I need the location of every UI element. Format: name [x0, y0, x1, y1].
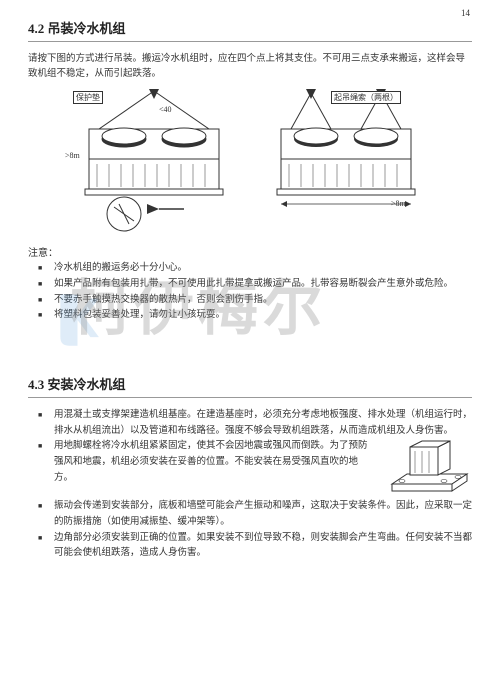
chiller-left-svg	[69, 89, 239, 234]
install-item: 振动会传递到安装部分，底板和墙壁可能会产生振动和噪声，这取决于安装条件。因此，应…	[42, 499, 472, 530]
lifting-diagram-row: 保护垫 <40	[28, 89, 472, 234]
install-item: 边角部分必须安装到正确的位置。如果安装不到位导致不稳，则安装脚会产生弯曲。任何安…	[42, 531, 472, 562]
notes-heading: 注意：	[28, 244, 472, 259]
lifting-diagram-left: 保护垫 <40	[69, 89, 239, 234]
install-item: 用混凝土或支撑架建造机组基座。在建造基座时，必须充分考虑地板强度、排水处理（机组…	[42, 408, 472, 439]
note-item: 将塑料包装妥善处理，请勿让小孩玩耍。	[42, 308, 472, 324]
page-number: 14	[461, 8, 470, 18]
note-item: 不要赤手触摸热交换器的散热片，否则会割伤手指。	[42, 293, 472, 309]
lifting-diagram-right: 起吊绳索（两根）	[261, 89, 431, 234]
label-pad: 保护垫	[73, 91, 103, 104]
install-list: 用混凝土或支撑架建造机组基座。在建造基座时，必须充分考虑地板强度、排水处理（机组…	[28, 408, 472, 562]
install-item: 用地脚螺栓将冷水机组紧紧固定，使其不会因地震或强风而倒跌。为了预防强风和地震，机…	[42, 439, 472, 499]
label-rope: 起吊绳索（两根）	[331, 91, 401, 104]
watermark-logo-icon	[50, 290, 105, 350]
install-item-text: 用地脚螺栓将冷水机组紧紧固定，使其不会因地震或强风而倒跌。为了预防强风和地震，机…	[54, 439, 374, 486]
section-rule	[28, 41, 472, 42]
anchor-foot-svg	[382, 439, 472, 499]
note-item: 如果产品附有包装用扎带，不可使用此扎带提拿或搬运产品。扎带容易断裂会产生意外或危…	[42, 277, 472, 293]
section-rule-2	[28, 397, 472, 398]
section-42-title: 4.2 吊装冷水机组	[28, 18, 472, 37]
section-43-title: 4.3 安装冷水机组	[28, 374, 472, 393]
dim-w-right: >8m	[391, 199, 406, 208]
dim-h-left: >8m	[65, 151, 80, 160]
note-item: 冷水机组的搬运务必十分小心。	[42, 261, 472, 277]
section-42-intro: 请按下图的方式进行吊装。搬运冷水机组时，应在四个点上将其支住。不可用三点支承来搬…	[28, 52, 472, 81]
angle-label: <40	[159, 105, 172, 114]
chiller-right-svg	[261, 89, 431, 234]
